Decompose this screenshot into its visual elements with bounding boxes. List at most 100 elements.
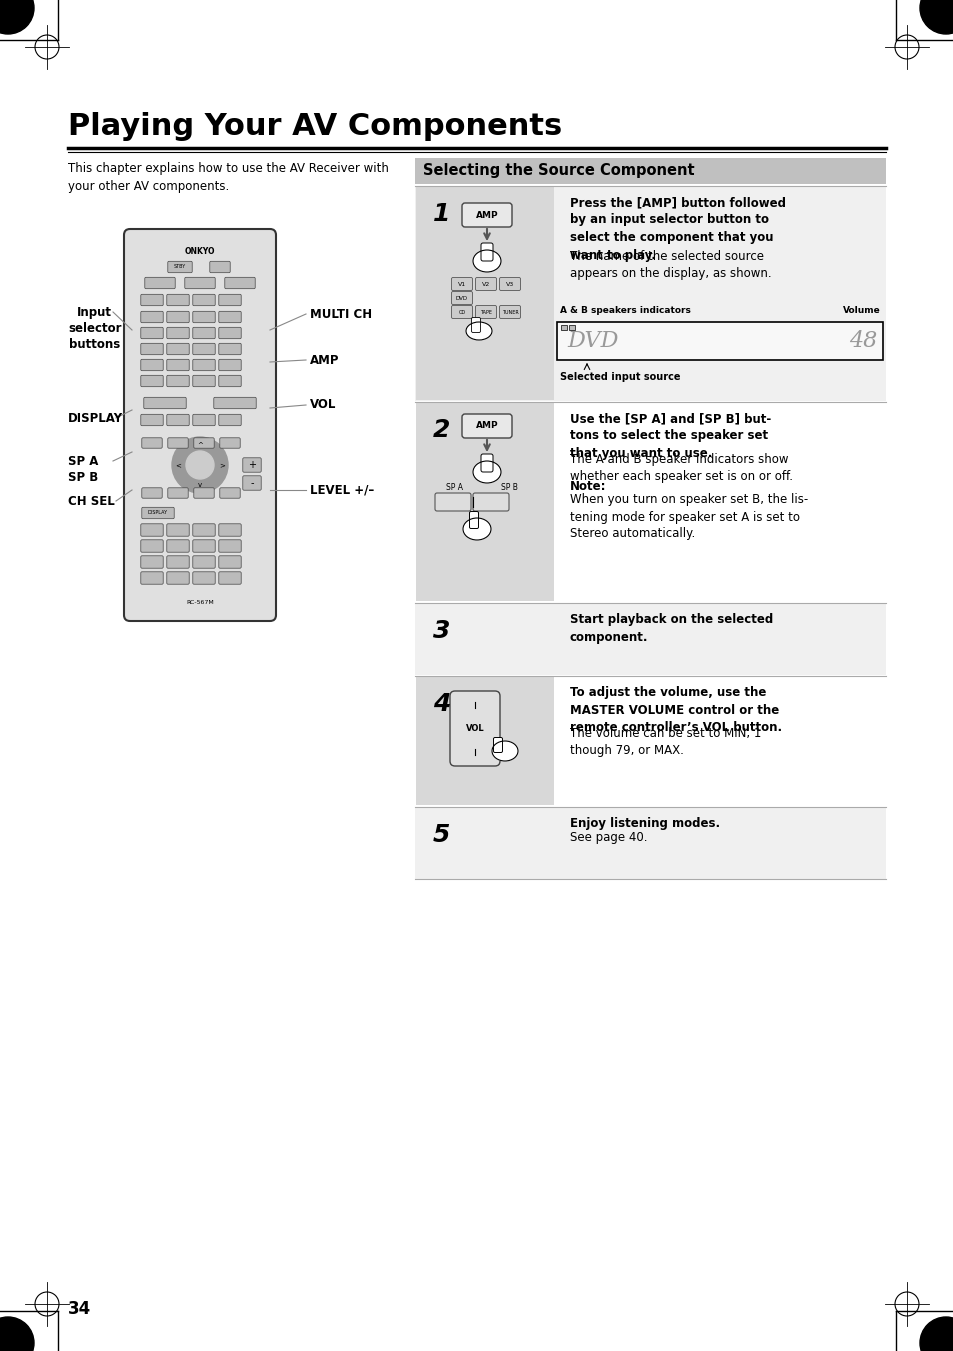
- FancyBboxPatch shape: [168, 488, 188, 499]
- FancyBboxPatch shape: [451, 277, 472, 290]
- FancyBboxPatch shape: [219, 438, 240, 449]
- Bar: [415, 807, 885, 880]
- FancyBboxPatch shape: [480, 454, 493, 471]
- Bar: [415, 158, 885, 184]
- FancyBboxPatch shape: [167, 555, 189, 569]
- Text: AMP: AMP: [476, 422, 497, 431]
- FancyBboxPatch shape: [141, 295, 163, 305]
- Text: SP A
SP B: SP A SP B: [68, 455, 98, 484]
- Text: Note:: Note:: [569, 480, 606, 493]
- Text: +: +: [248, 459, 255, 470]
- FancyBboxPatch shape: [141, 524, 163, 536]
- Text: RC-567M: RC-567M: [186, 600, 213, 605]
- FancyBboxPatch shape: [124, 230, 275, 621]
- Text: <: <: [175, 462, 181, 467]
- Text: The name of the selected source
appears on the display, as shown.: The name of the selected source appears …: [569, 250, 771, 281]
- Text: AMP: AMP: [310, 354, 339, 366]
- Circle shape: [919, 1317, 953, 1351]
- Text: V3: V3: [505, 281, 514, 286]
- Text: When you turn on speaker set B, the lis-
tening mode for speaker set A is set to: When you turn on speaker set B, the lis-…: [569, 493, 807, 540]
- Text: Selected input source: Selected input source: [559, 372, 679, 382]
- FancyBboxPatch shape: [167, 327, 189, 339]
- FancyBboxPatch shape: [193, 359, 215, 370]
- FancyBboxPatch shape: [167, 415, 189, 426]
- FancyBboxPatch shape: [243, 458, 261, 473]
- FancyBboxPatch shape: [141, 555, 163, 569]
- Circle shape: [172, 436, 228, 493]
- Bar: [416, 403, 554, 601]
- FancyBboxPatch shape: [471, 317, 480, 332]
- FancyBboxPatch shape: [167, 540, 189, 553]
- FancyBboxPatch shape: [145, 277, 175, 289]
- FancyBboxPatch shape: [141, 359, 163, 370]
- Text: 4: 4: [433, 692, 450, 716]
- FancyBboxPatch shape: [218, 343, 241, 355]
- Text: Volume: Volume: [842, 305, 880, 315]
- FancyBboxPatch shape: [141, 415, 163, 426]
- Text: Enjoy listening modes.: Enjoy listening modes.: [569, 817, 720, 830]
- FancyBboxPatch shape: [218, 311, 241, 323]
- Text: >: >: [219, 462, 225, 467]
- Bar: [415, 403, 885, 603]
- Circle shape: [919, 0, 953, 34]
- FancyBboxPatch shape: [142, 507, 174, 519]
- FancyBboxPatch shape: [499, 305, 520, 319]
- Text: SP B: SP B: [500, 484, 517, 492]
- FancyBboxPatch shape: [193, 540, 215, 553]
- Text: ONKYO: ONKYO: [185, 246, 215, 255]
- Text: 5: 5: [433, 823, 450, 847]
- Text: TAPE: TAPE: [479, 309, 492, 315]
- Text: Selecting the Source Component: Selecting the Source Component: [422, 163, 694, 178]
- Text: VOL: VOL: [465, 724, 484, 734]
- Circle shape: [0, 1317, 34, 1351]
- FancyBboxPatch shape: [218, 540, 241, 553]
- FancyBboxPatch shape: [193, 571, 215, 584]
- FancyBboxPatch shape: [480, 243, 493, 261]
- Text: Input
selector
buttons: Input selector buttons: [68, 305, 121, 351]
- FancyBboxPatch shape: [168, 438, 188, 449]
- FancyBboxPatch shape: [461, 203, 512, 227]
- FancyBboxPatch shape: [193, 524, 215, 536]
- FancyBboxPatch shape: [193, 343, 215, 355]
- Ellipse shape: [473, 250, 500, 272]
- FancyBboxPatch shape: [473, 493, 509, 511]
- Bar: [415, 186, 885, 401]
- FancyBboxPatch shape: [218, 571, 241, 584]
- Text: DISPLAY: DISPLAY: [148, 511, 168, 516]
- FancyBboxPatch shape: [193, 295, 215, 305]
- Bar: [557, 322, 882, 359]
- FancyBboxPatch shape: [213, 397, 256, 409]
- Text: Playing Your AV Components: Playing Your AV Components: [68, 112, 561, 141]
- Text: V2: V2: [481, 281, 490, 286]
- FancyBboxPatch shape: [469, 512, 478, 528]
- Text: Use the [SP A] and [SP B] but-
tons to select the speaker set
that you want to u: Use the [SP A] and [SP B] but- tons to s…: [569, 412, 770, 459]
- Text: DVD: DVD: [566, 330, 618, 353]
- FancyBboxPatch shape: [168, 261, 192, 273]
- FancyBboxPatch shape: [141, 540, 163, 553]
- FancyBboxPatch shape: [450, 690, 499, 766]
- FancyBboxPatch shape: [193, 488, 214, 499]
- FancyBboxPatch shape: [141, 376, 163, 386]
- Text: CH SEL: CH SEL: [68, 494, 114, 508]
- FancyBboxPatch shape: [451, 305, 472, 319]
- FancyBboxPatch shape: [167, 311, 189, 323]
- FancyBboxPatch shape: [141, 571, 163, 584]
- FancyBboxPatch shape: [218, 524, 241, 536]
- FancyBboxPatch shape: [144, 397, 186, 409]
- FancyBboxPatch shape: [225, 277, 255, 289]
- Text: LEVEL +/–: LEVEL +/–: [310, 484, 374, 497]
- Text: -: -: [250, 478, 253, 488]
- Text: 2: 2: [433, 417, 450, 442]
- FancyBboxPatch shape: [193, 327, 215, 339]
- Text: v: v: [197, 482, 202, 488]
- Text: DVD: DVD: [456, 296, 468, 300]
- FancyBboxPatch shape: [142, 488, 162, 499]
- FancyBboxPatch shape: [219, 488, 240, 499]
- Bar: [416, 677, 554, 805]
- FancyBboxPatch shape: [218, 327, 241, 339]
- Text: See page 40.: See page 40.: [569, 831, 647, 843]
- Text: A & B speakers indicators: A & B speakers indicators: [559, 305, 690, 315]
- Circle shape: [0, 0, 34, 34]
- Text: 34: 34: [68, 1300, 91, 1319]
- Bar: [415, 676, 885, 807]
